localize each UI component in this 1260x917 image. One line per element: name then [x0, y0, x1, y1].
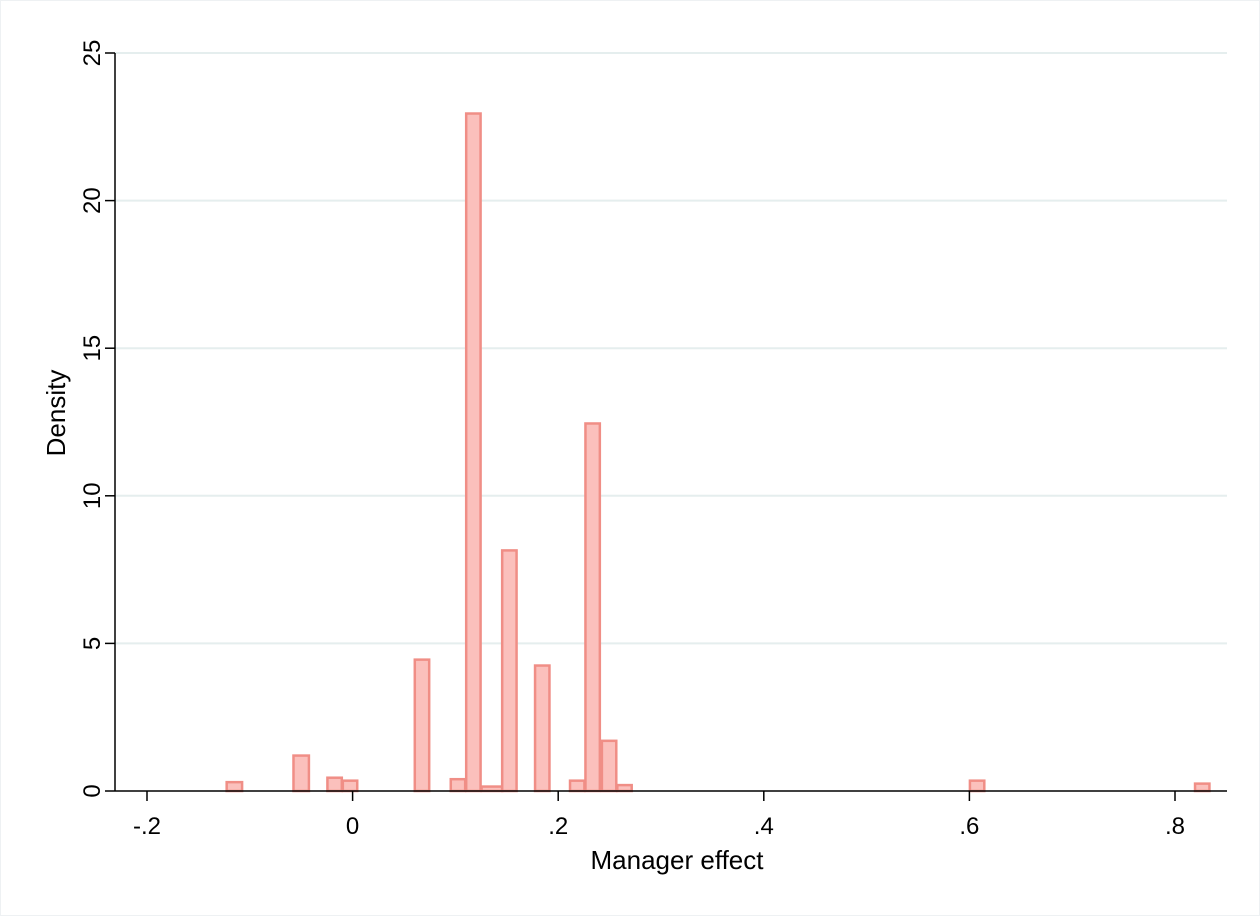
y-axis-title: Density [41, 370, 71, 457]
gridlines [115, 52, 1227, 645]
histogram-bars [225, 112, 1211, 793]
y-tick-label: 10 [79, 482, 106, 509]
histogram-bar [413, 658, 431, 793]
histogram-bar [1193, 782, 1211, 793]
histogram-bar [341, 779, 359, 793]
histogram-bar [500, 549, 518, 793]
tick-labels: 0 5 10 15 20 25 -.2 0 .2 .4 .6 .8 [79, 40, 1185, 840]
histogram-bar [584, 422, 602, 793]
histogram-bar [326, 776, 344, 793]
x-tick-label: .4 [754, 813, 774, 840]
y-tick-label: 0 [79, 784, 106, 797]
y-tick-label: 20 [79, 187, 106, 214]
y-tick-label: 25 [79, 40, 106, 67]
axes [105, 52, 1227, 801]
x-tick-label: -.2 [133, 813, 161, 840]
histogram-bar [449, 777, 467, 793]
x-tick-label: .6 [959, 813, 979, 840]
x-tick-label: .8 [1165, 813, 1185, 840]
y-tick-label: 15 [79, 335, 106, 362]
y-tick-label: 5 [79, 637, 106, 650]
histogram-bar [464, 112, 482, 793]
histogram-bar [225, 780, 244, 793]
histogram-bar [616, 783, 633, 793]
x-tick-label: .2 [548, 813, 568, 840]
histogram-bar [533, 664, 551, 793]
histogram-bar [292, 754, 311, 793]
histogram-bar [968, 779, 986, 793]
histogram-bar [600, 739, 618, 793]
x-axis-title: Manager effect [591, 845, 765, 875]
x-tick-label: 0 [346, 813, 359, 840]
histogram-bar [568, 779, 586, 793]
